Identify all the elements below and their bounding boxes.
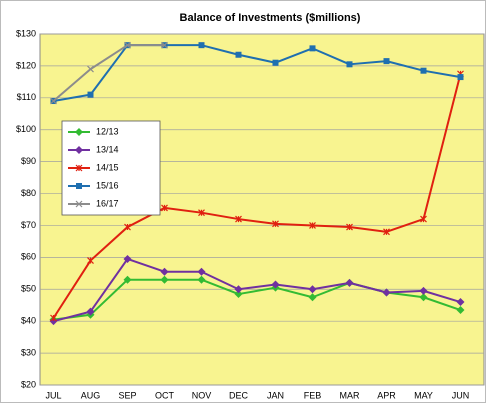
y-tick-label: $60 bbox=[21, 252, 36, 262]
legend-marker bbox=[76, 183, 82, 189]
legend-marker bbox=[75, 200, 83, 208]
chart-title: Balance of Investments ($millions) bbox=[180, 12, 361, 24]
y-tick-label: $80 bbox=[21, 188, 36, 198]
y-tick-label: $100 bbox=[16, 124, 36, 134]
marker bbox=[456, 298, 465, 307]
marker bbox=[457, 74, 464, 81]
x-tick-label: JUN bbox=[452, 390, 470, 400]
marker bbox=[50, 97, 57, 105]
marker bbox=[87, 257, 94, 264]
x-tick-label: FEB bbox=[304, 390, 322, 400]
marker bbox=[420, 215, 427, 223]
legend-label: 15/16 bbox=[96, 180, 119, 190]
marker bbox=[382, 288, 391, 297]
legend-label: 13/14 bbox=[96, 144, 119, 154]
legend-marker bbox=[75, 128, 83, 136]
x-tick-label: MAR bbox=[340, 390, 361, 400]
marker bbox=[345, 278, 354, 287]
series-line bbox=[52, 44, 165, 102]
x-tick-label: SEP bbox=[118, 390, 136, 400]
marker bbox=[383, 58, 390, 65]
marker bbox=[87, 91, 94, 98]
marker bbox=[419, 293, 428, 302]
marker bbox=[308, 293, 317, 302]
marker bbox=[308, 285, 317, 294]
marker bbox=[235, 215, 242, 223]
marker bbox=[75, 164, 83, 172]
y-tick-label: $70 bbox=[21, 220, 36, 230]
marker bbox=[197, 275, 206, 284]
marker bbox=[456, 306, 465, 315]
legend-marker bbox=[75, 146, 83, 154]
y-tick-label: $120 bbox=[16, 60, 36, 70]
x-tick-label: OCT bbox=[155, 390, 175, 400]
y-tick-label: $30 bbox=[21, 347, 36, 357]
marker bbox=[198, 209, 205, 217]
marker bbox=[124, 41, 131, 49]
marker bbox=[346, 61, 353, 68]
x-tick-label: APR bbox=[377, 390, 396, 400]
y-tick-label: $110 bbox=[17, 92, 36, 102]
series-line bbox=[53, 44, 461, 102]
marker bbox=[161, 204, 168, 212]
marker bbox=[161, 41, 168, 49]
x-tick-label: DEC bbox=[229, 390, 249, 400]
marker bbox=[309, 222, 316, 229]
marker bbox=[87, 65, 94, 73]
legend-label: 14/15 bbox=[96, 162, 119, 172]
series-line bbox=[53, 257, 461, 323]
y-tick-label: $90 bbox=[21, 156, 36, 166]
marker bbox=[234, 285, 243, 294]
x-tick-label: JAN bbox=[267, 390, 284, 400]
y-tick-label: $50 bbox=[21, 284, 36, 294]
marker bbox=[75, 128, 83, 136]
marker bbox=[420, 67, 427, 74]
legend-marker bbox=[75, 164, 83, 172]
marker bbox=[123, 275, 132, 284]
marker bbox=[272, 220, 279, 228]
marker bbox=[76, 183, 82, 189]
marker bbox=[160, 275, 169, 284]
legend-label: 16/17 bbox=[96, 198, 119, 208]
marker bbox=[234, 290, 243, 299]
y-tick-label: $40 bbox=[21, 316, 36, 326]
marker bbox=[160, 267, 169, 276]
marker bbox=[198, 42, 205, 49]
x-tick-label: MAY bbox=[414, 390, 433, 400]
marker bbox=[197, 267, 206, 276]
y-tick-label: $20 bbox=[21, 379, 36, 389]
marker bbox=[309, 45, 316, 52]
marker bbox=[75, 146, 83, 154]
x-tick-label: NOV bbox=[192, 390, 212, 400]
series-line bbox=[53, 278, 461, 321]
x-tick-label: AUG bbox=[81, 390, 101, 400]
series-line bbox=[52, 73, 462, 319]
marker bbox=[419, 286, 428, 295]
marker bbox=[124, 223, 131, 231]
marker bbox=[235, 51, 242, 58]
y-tick-label: $130 bbox=[16, 28, 36, 38]
marker bbox=[75, 200, 83, 208]
marker bbox=[86, 307, 95, 316]
marker bbox=[50, 314, 57, 322]
legend-label: 12/13 bbox=[96, 126, 119, 136]
marker bbox=[272, 59, 279, 66]
marker bbox=[346, 223, 353, 231]
marker bbox=[271, 280, 280, 289]
marker bbox=[383, 228, 390, 236]
marker bbox=[123, 254, 132, 263]
x-tick-label: JUL bbox=[45, 390, 61, 400]
